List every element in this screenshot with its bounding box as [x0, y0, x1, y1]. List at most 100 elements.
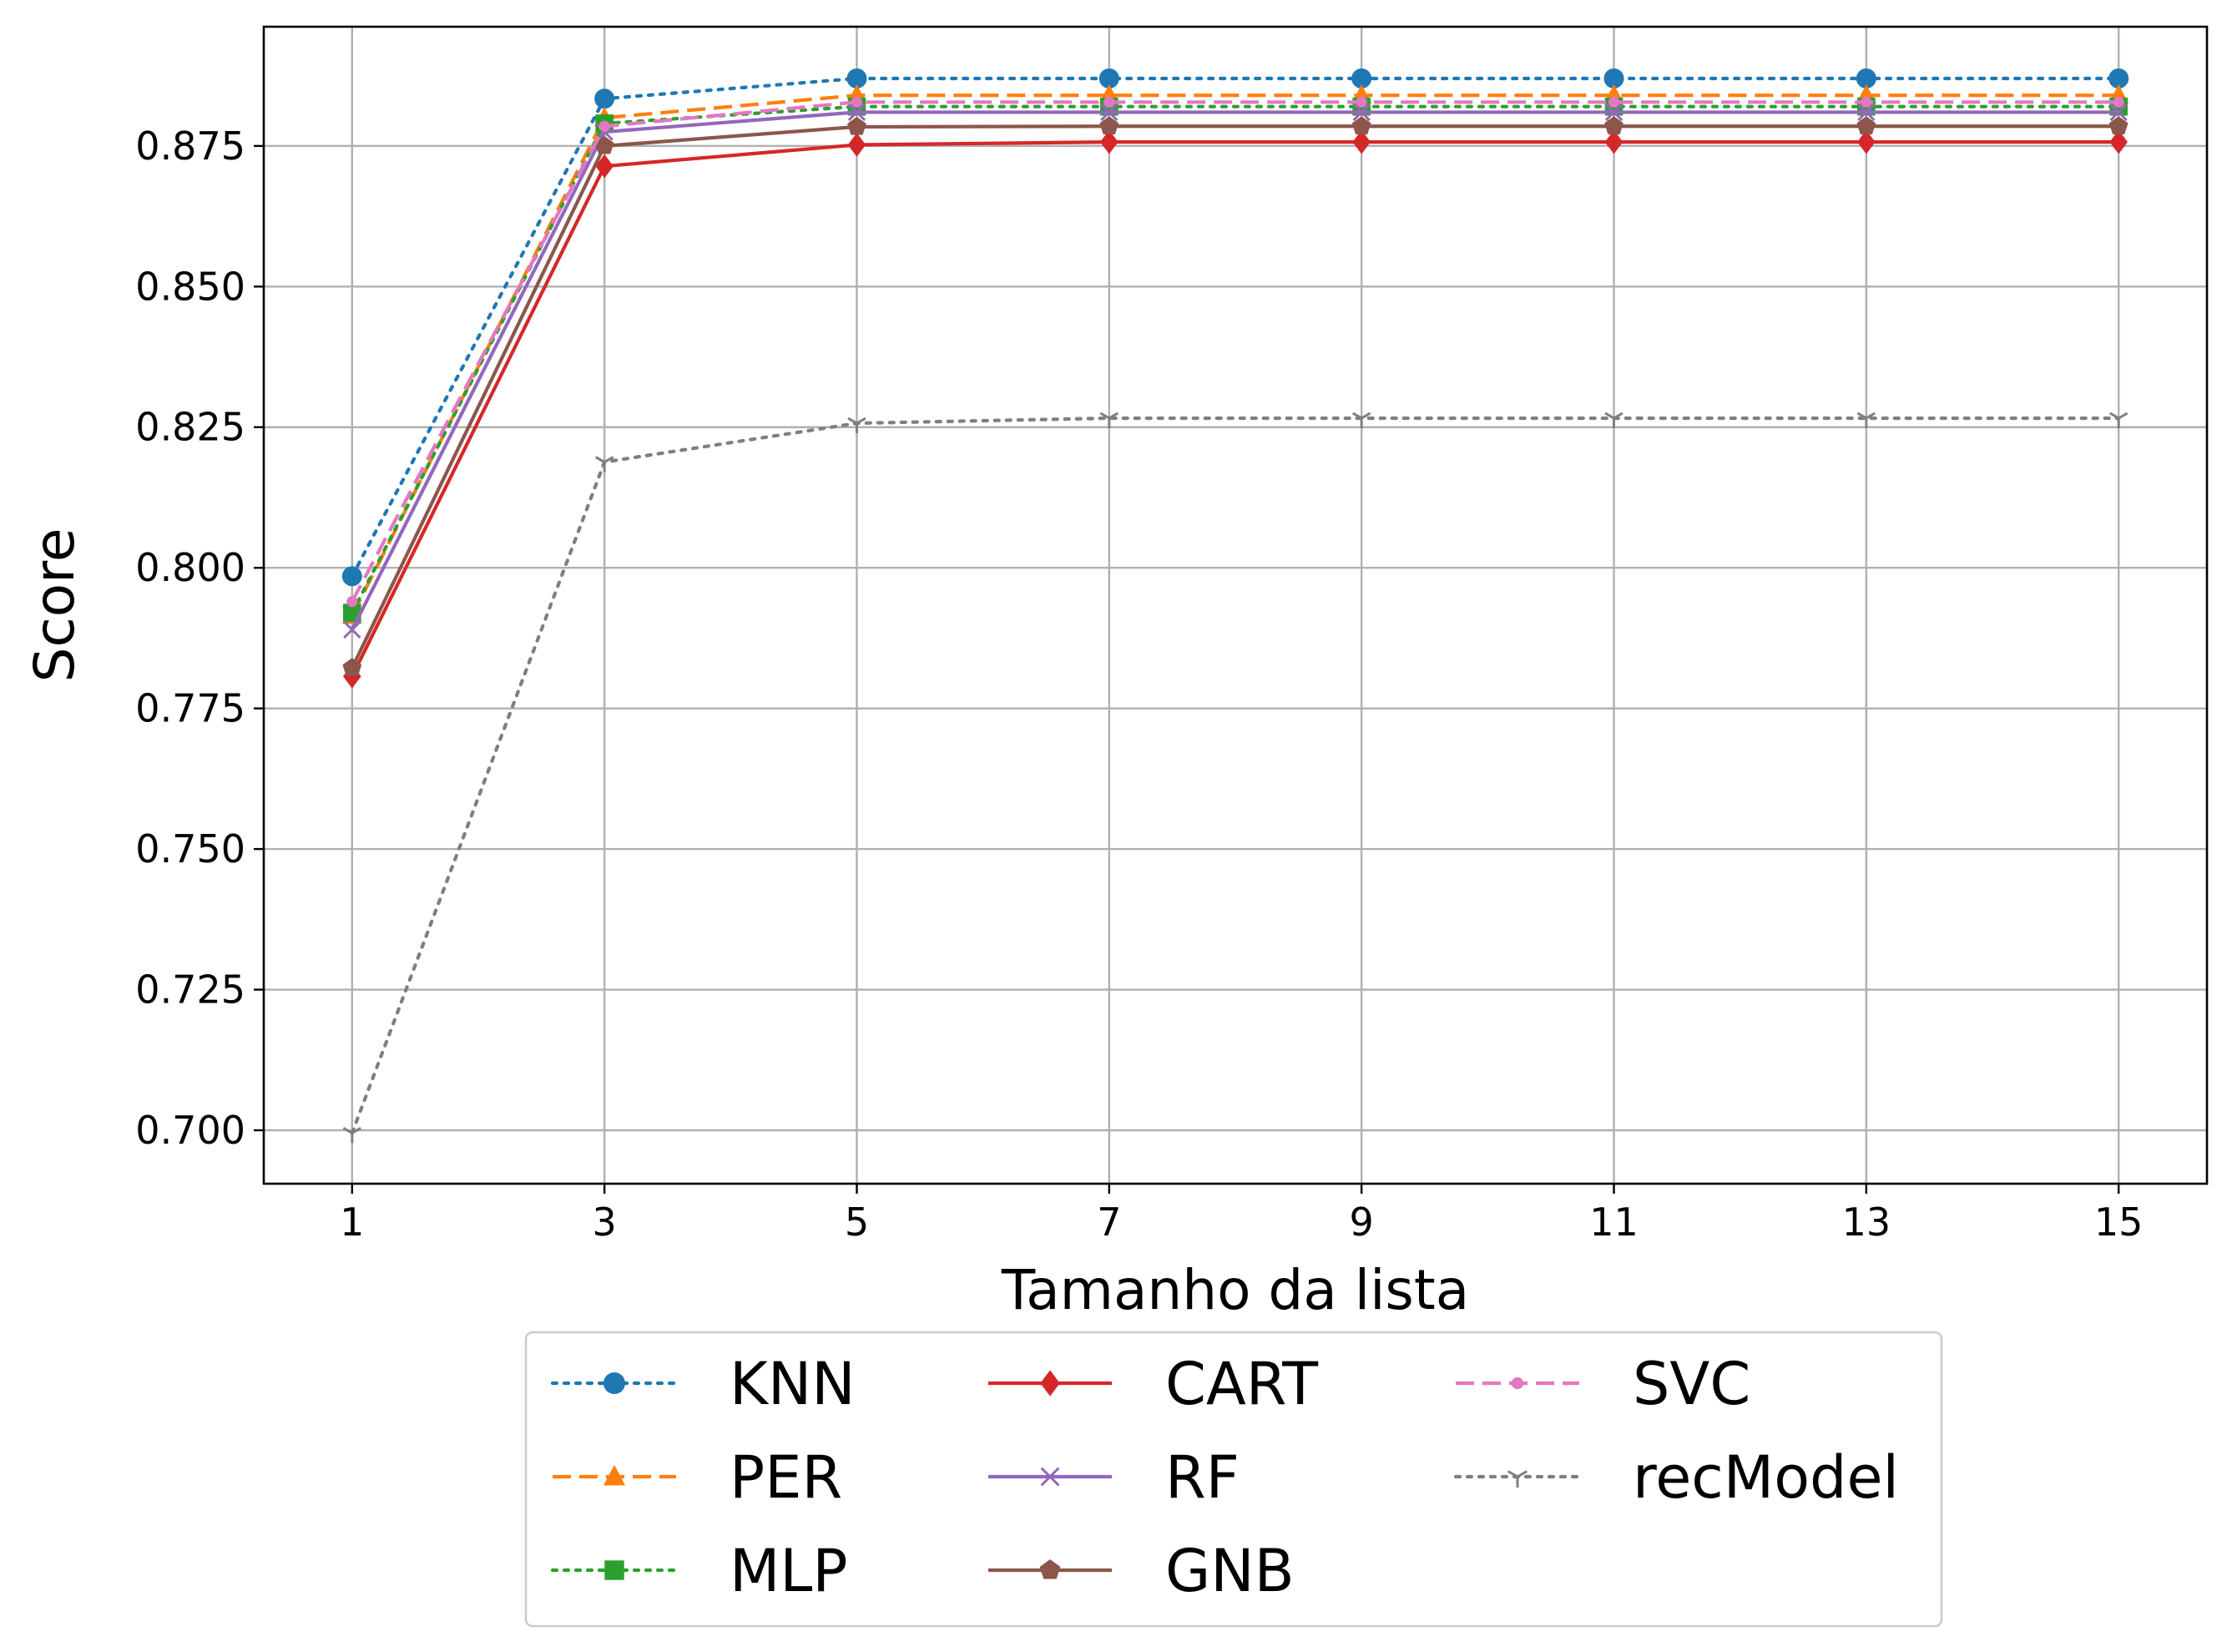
data-point-recmodel — [1856, 412, 1876, 428]
legend-entry-recmodel: recModel — [1453, 1443, 1899, 1512]
series-cart — [343, 129, 2128, 689]
series-gnb — [342, 116, 2128, 676]
legend-marker — [604, 1560, 624, 1580]
data-point-rf — [1352, 103, 1371, 122]
legend-marker — [1511, 1377, 1524, 1390]
legend-entry-svc: SVC — [1456, 1350, 1750, 1418]
legend-entry-per: PER — [553, 1443, 842, 1512]
legend-label: RF — [1165, 1443, 1240, 1512]
plot-area-frame — [262, 25, 2209, 1185]
grid — [264, 27, 2207, 1184]
data-point-gnb — [342, 658, 362, 676]
series-line-rf — [350, 110, 2119, 631]
legend-label: CART — [1165, 1350, 1318, 1418]
series-svc — [346, 96, 2124, 608]
data-point-knn — [1098, 68, 1119, 88]
series-line-per — [350, 93, 2119, 617]
legend: KNN PER MLP CART RF GNB SVC recModel — [524, 1331, 1943, 1628]
data-point-cart — [847, 133, 866, 157]
data-point-rf — [343, 620, 361, 639]
y-axis-label: Score — [23, 528, 87, 683]
x-tick-label: 1 — [340, 1200, 364, 1245]
data-point-recmodel — [594, 456, 614, 472]
series-line-knn — [350, 76, 2121, 578]
data-point-knn — [341, 566, 362, 587]
x-tick-label: 7 — [1097, 1200, 1121, 1245]
y-tick-label: 0.775 — [135, 686, 245, 731]
legend-entry-cart: CART — [988, 1350, 1318, 1418]
series-line-cart — [350, 140, 2119, 678]
data-point-gnb — [847, 116, 866, 135]
data-point-recmodel — [342, 1127, 362, 1144]
data-point-svc — [851, 96, 863, 108]
y-tick-label: 0.825 — [135, 405, 245, 450]
series-knn — [341, 68, 2129, 587]
data-point-svc — [1861, 96, 1872, 108]
series-line-mlp — [350, 104, 2121, 615]
data-point-svc — [1608, 96, 1620, 108]
data-point-recmodel — [2108, 412, 2128, 428]
legend-label: SVC — [1633, 1350, 1750, 1418]
series-rf — [343, 103, 2128, 639]
legend-marker — [1040, 1467, 1060, 1487]
legend-entry-knn: KNN — [550, 1350, 856, 1418]
legend-label: GNB — [1165, 1537, 1295, 1605]
legend-entry-gnb: GNB — [988, 1537, 1295, 1605]
data-point-knn — [1856, 68, 1876, 88]
data-point-gnb — [1604, 116, 1624, 134]
data-point-rf — [1857, 103, 1876, 122]
data-point-knn — [594, 88, 615, 109]
y-tick-label: 0.850 — [135, 264, 245, 309]
data-point-cart — [2109, 129, 2128, 154]
data-point-knn — [2108, 68, 2129, 88]
data-point-svc — [598, 120, 610, 132]
data-point-rf — [847, 103, 866, 122]
series-line-recmodel — [350, 416, 2121, 1135]
data-point-recmodel — [1604, 412, 1624, 428]
data-point-recmodel — [847, 417, 866, 434]
legend-marker — [603, 1464, 625, 1486]
data-point-cart — [595, 154, 614, 179]
data-point-recmodel — [1351, 412, 1371, 428]
legend-entry-mlp: MLP — [550, 1537, 848, 1605]
legend-label: KNN — [730, 1350, 856, 1418]
data-point-svc — [1356, 96, 1367, 108]
legend-frame — [524, 1331, 1943, 1628]
data-point-gnb — [594, 135, 614, 154]
data-point-svc — [1103, 96, 1115, 108]
legend-label: PER — [730, 1443, 842, 1512]
data-point-knn — [846, 68, 867, 88]
data-point-rf — [1100, 103, 1119, 122]
data-point-cart — [1352, 129, 1371, 154]
series-line-gnb — [350, 124, 2119, 669]
data-point-cart — [1604, 129, 1624, 154]
y-tick-label: 0.725 — [135, 967, 245, 1013]
data-point-svc — [2113, 96, 2124, 108]
legend-marker — [1507, 1470, 1528, 1488]
y-tick-label: 0.875 — [135, 124, 245, 169]
x-tick-label: 11 — [1589, 1200, 1639, 1245]
data-point-cart — [1100, 129, 1119, 154]
data-point-gnb — [1099, 116, 1119, 134]
series-recmodel — [342, 412, 2128, 1144]
data-point-gnb — [1351, 116, 1371, 134]
data-point-rf — [2109, 103, 2128, 122]
y-tick-label: 0.750 — [135, 826, 245, 871]
x-tick-label: 5 — [845, 1200, 869, 1245]
series-mlp — [343, 97, 2128, 622]
data-point-knn — [1603, 68, 1624, 88]
y-tick-label: 0.800 — [135, 545, 245, 590]
legend-entry-rf: RF — [988, 1443, 1240, 1512]
x-tick-label: 13 — [1842, 1200, 1891, 1245]
series-line-svc — [350, 100, 2119, 603]
legend-marker — [1040, 1370, 1060, 1397]
axis-ticks: 1 3 5 7 9 11 13 150.7000.7250.7500.7750.8000.82… — [135, 124, 2143, 1245]
x-tick-label: 15 — [2094, 1200, 2144, 1245]
legend-label: recModel — [1633, 1443, 1899, 1512]
data-point-gnb — [2108, 116, 2128, 134]
data-point-gnb — [1856, 116, 1876, 134]
data-point-svc — [346, 596, 358, 608]
x-tick-label: 9 — [1350, 1200, 1374, 1245]
data-point-cart — [1857, 129, 1876, 154]
